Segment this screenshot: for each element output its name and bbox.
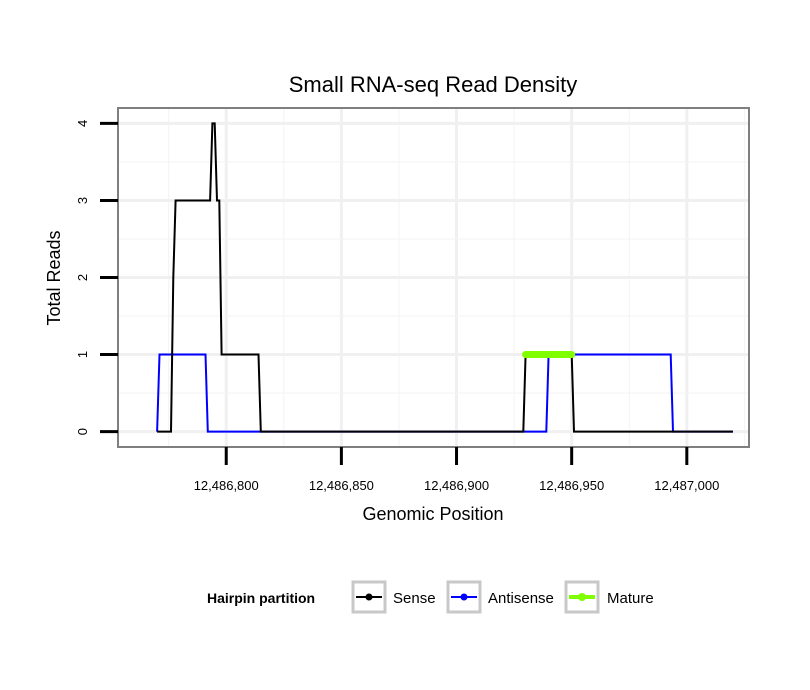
legend: Hairpin partition Sense Antisense Mature xyxy=(207,580,654,614)
legend-label-antisense: Antisense xyxy=(488,590,554,607)
x-axis-title: Genomic Position xyxy=(362,504,503,524)
legend-label-sense: Sense xyxy=(393,590,436,607)
y-tick-label: 1 xyxy=(75,351,90,358)
chart-title: Small RNA-seq Read Density xyxy=(289,72,578,97)
grid xyxy=(118,108,749,447)
legend-swatch-point xyxy=(578,593,586,601)
x-axis: 12,486,800 12,486,850 12,486,900 12,486,950… xyxy=(194,447,719,493)
legend-label-mature: Mature xyxy=(607,590,654,607)
x-tick-label: 12,486,900 xyxy=(424,478,489,493)
y-tick-label: 0 xyxy=(75,428,90,435)
y-axis: 0 1 2 3 4 xyxy=(75,120,118,435)
y-axis-title: Total Reads xyxy=(44,230,64,325)
x-tick-label: 12,486,850 xyxy=(309,478,374,493)
y-tick-label: 4 xyxy=(75,120,90,127)
x-tick-label: 12,487,000 xyxy=(654,478,719,493)
legend-title: Hairpin partition xyxy=(207,590,315,606)
legend-swatch-point xyxy=(365,593,373,601)
series-layer xyxy=(156,122,733,433)
x-tick-label: 12,486,950 xyxy=(539,478,604,493)
series-line-antisense xyxy=(156,353,733,433)
x-tick-label: 12,486,800 xyxy=(194,478,259,493)
y-tick-label: 3 xyxy=(75,197,90,204)
legend-swatch-point xyxy=(460,593,468,601)
y-tick-label: 2 xyxy=(75,274,90,281)
